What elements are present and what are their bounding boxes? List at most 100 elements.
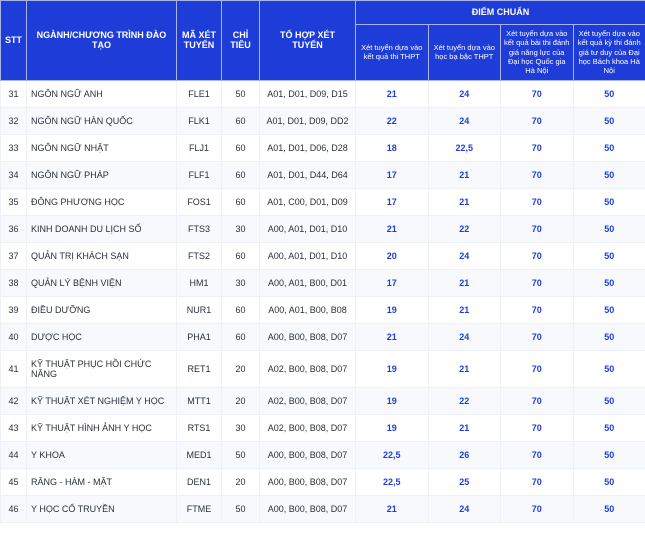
cell-program: NGÔN NGỮ HÀN QUỐC — [27, 107, 177, 134]
cell-combo: A01, D01, D44, D64 — [260, 161, 356, 188]
cell-stt: 44 — [1, 441, 27, 468]
table-row: 38QUẢN LÝ BỆNH VIỆNHM130A00, A01, B00, D… — [1, 269, 645, 296]
cell-code: HM1 — [177, 269, 222, 296]
cell-score3: 70 — [501, 215, 574, 242]
cell-quota: 30 — [222, 215, 260, 242]
cell-score2: 22,5 — [428, 134, 501, 161]
cell-score4: 50 — [573, 414, 645, 441]
col-score1: Xét tuyển dựa vào kết quả thi THPT — [356, 24, 429, 80]
cell-combo: A01, D01, D06, D28 — [260, 134, 356, 161]
cell-code: FTS3 — [177, 215, 222, 242]
cell-score2: 24 — [428, 107, 501, 134]
cell-quota: 60 — [222, 134, 260, 161]
cell-program: KỸ THUẬT XÉT NGHIỆM Y HỌC — [27, 387, 177, 414]
col-combo: TỔ HỢP XÉT TUYỂN — [260, 1, 356, 81]
cell-stt: 41 — [1, 350, 27, 387]
cell-code: FLK1 — [177, 107, 222, 134]
cell-code: FLJ1 — [177, 134, 222, 161]
cell-score1: 19 — [356, 296, 429, 323]
cell-quota: 20 — [222, 350, 260, 387]
cell-score4: 50 — [573, 242, 645, 269]
cell-program: QUẢN LÝ BỆNH VIỆN — [27, 269, 177, 296]
cell-score2: 22 — [428, 215, 501, 242]
cell-combo: A01, C00, D01, D09 — [260, 188, 356, 215]
cell-score4: 50 — [573, 495, 645, 522]
cell-score1: 18 — [356, 134, 429, 161]
cell-stt: 36 — [1, 215, 27, 242]
cell-score4: 50 — [573, 107, 645, 134]
cell-combo: A00, B00, B08, D07 — [260, 495, 356, 522]
cell-stt: 43 — [1, 414, 27, 441]
col-code: MÃ XÉT TUYỂN — [177, 1, 222, 81]
cell-score2: 24 — [428, 495, 501, 522]
cell-stt: 34 — [1, 161, 27, 188]
cell-score2: 26 — [428, 441, 501, 468]
cell-program: KINH DOANH DU LỊCH SỐ — [27, 215, 177, 242]
cell-program: KỸ THUẬT PHỤC HỒI CHỨC NĂNG — [27, 350, 177, 387]
col-stt: STT — [1, 1, 27, 81]
cell-score3: 70 — [501, 441, 574, 468]
cell-combo: A00, A01, B00, D01 — [260, 269, 356, 296]
cell-program: KỸ THUẬT HÌNH ẢNH Y HỌC — [27, 414, 177, 441]
cell-score4: 50 — [573, 441, 645, 468]
cell-code: FLF1 — [177, 161, 222, 188]
cell-score3: 70 — [501, 323, 574, 350]
cell-combo: A00, B00, B08, D07 — [260, 323, 356, 350]
cell-score3: 70 — [501, 387, 574, 414]
cell-stt: 31 — [1, 80, 27, 107]
cell-score2: 21 — [428, 188, 501, 215]
table-row: 35ĐÔNG PHƯƠNG HỌCFOS160A01, C00, D01, D0… — [1, 188, 645, 215]
table-row: 42KỸ THUẬT XÉT NGHIỆM Y HỌCMTT120A02, B0… — [1, 387, 645, 414]
cell-program: NGÔN NGỮ PHÁP — [27, 161, 177, 188]
cell-stt: 33 — [1, 134, 27, 161]
cell-combo: A01, D01, D09, DD2 — [260, 107, 356, 134]
cell-quota: 30 — [222, 414, 260, 441]
cell-quota: 60 — [222, 242, 260, 269]
table-row: 44Y KHOAMED150A00, B00, B08, D0722,52670… — [1, 441, 645, 468]
cell-score1: 21 — [356, 215, 429, 242]
cell-program: Y HỌC CỔ TRUYỀN — [27, 495, 177, 522]
cell-program: ĐÔNG PHƯƠNG HỌC — [27, 188, 177, 215]
cell-stt: 38 — [1, 269, 27, 296]
cell-stt: 39 — [1, 296, 27, 323]
cell-combo: A00, A01, D01, D10 — [260, 215, 356, 242]
cell-combo: A00, B00, B08, D07 — [260, 441, 356, 468]
cell-score2: 24 — [428, 80, 501, 107]
cell-score4: 50 — [573, 468, 645, 495]
cell-score4: 50 — [573, 215, 645, 242]
cell-combo: A00, A01, B00, B08 — [260, 296, 356, 323]
col-program: NGÀNH/CHƯƠNG TRÌNH ĐÀO TẠO — [27, 1, 177, 81]
cell-code: MED1 — [177, 441, 222, 468]
table-row: 37QUẢN TRỊ KHÁCH SẠNFTS260A00, A01, D01,… — [1, 242, 645, 269]
cell-quota: 60 — [222, 107, 260, 134]
cell-score1: 22,5 — [356, 441, 429, 468]
cell-stt: 37 — [1, 242, 27, 269]
cell-code: NUR1 — [177, 296, 222, 323]
table-row: 41KỸ THUẬT PHỤC HỒI CHỨC NĂNGRET120A02, … — [1, 350, 645, 387]
cell-score3: 70 — [501, 350, 574, 387]
cell-program: NGÔN NGỮ ANH — [27, 80, 177, 107]
cell-code: FLE1 — [177, 80, 222, 107]
cell-score4: 50 — [573, 350, 645, 387]
cell-score2: 24 — [428, 323, 501, 350]
table-row: 33NGÔN NGỮ NHẬTFLJ160A01, D01, D06, D281… — [1, 134, 645, 161]
admission-table: STT NGÀNH/CHƯƠNG TRÌNH ĐÀO TẠO MÃ XÉT TU… — [0, 0, 645, 523]
table-header: STT NGÀNH/CHƯƠNG TRÌNH ĐÀO TẠO MÃ XÉT TU… — [1, 1, 645, 81]
cell-score3: 70 — [501, 107, 574, 134]
cell-quota: 60 — [222, 296, 260, 323]
col-score-group: ĐIỂM CHUẨN — [356, 1, 645, 25]
table-row: 32NGÔN NGỮ HÀN QUỐCFLK160A01, D01, D09, … — [1, 107, 645, 134]
cell-code: DEN1 — [177, 468, 222, 495]
cell-code: RTS1 — [177, 414, 222, 441]
cell-score2: 21 — [428, 350, 501, 387]
cell-program: ĐIỀU DƯỠNG — [27, 296, 177, 323]
cell-score1: 21 — [356, 323, 429, 350]
cell-score1: 22 — [356, 107, 429, 134]
cell-quota: 60 — [222, 161, 260, 188]
cell-score1: 19 — [356, 387, 429, 414]
table-body: 31NGÔN NGỮ ANHFLE150A01, D01, D09, D1521… — [1, 80, 645, 522]
cell-score2: 22 — [428, 387, 501, 414]
cell-score1: 20 — [356, 242, 429, 269]
cell-score4: 50 — [573, 269, 645, 296]
cell-score3: 70 — [501, 80, 574, 107]
